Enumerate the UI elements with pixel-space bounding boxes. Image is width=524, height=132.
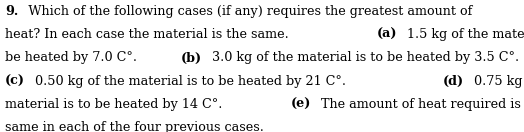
Text: The amount of heat required is the: The amount of heat required is the: [317, 98, 524, 111]
Text: 0.75 kg of the: 0.75 kg of the: [470, 75, 524, 88]
Text: 9.: 9.: [5, 5, 18, 18]
Text: (a): (a): [377, 28, 397, 41]
Text: 1.5 kg of the material is to: 1.5 kg of the material is to: [403, 28, 524, 41]
Text: (c): (c): [5, 75, 25, 88]
Text: Which of the following cases (if any) requires the greatest amount of: Which of the following cases (if any) re…: [23, 5, 473, 18]
Text: 0.50 kg of the material is to be heated by 21 C°.: 0.50 kg of the material is to be heated …: [31, 75, 350, 88]
Text: (e): (e): [291, 98, 311, 111]
Text: heat? In each case the material is the same.: heat? In each case the material is the s…: [5, 28, 293, 41]
Text: (b): (b): [181, 51, 202, 64]
Text: 3.0 kg of the material is to be heated by 3.5 C°.: 3.0 kg of the material is to be heated b…: [208, 51, 519, 64]
Text: material is to be heated by 14 C°.: material is to be heated by 14 C°.: [5, 98, 226, 111]
Text: (d): (d): [443, 75, 464, 88]
Text: same in each of the four previous cases.: same in each of the four previous cases.: [5, 121, 264, 132]
Text: be heated by 7.0 C°.: be heated by 7.0 C°.: [5, 51, 141, 64]
